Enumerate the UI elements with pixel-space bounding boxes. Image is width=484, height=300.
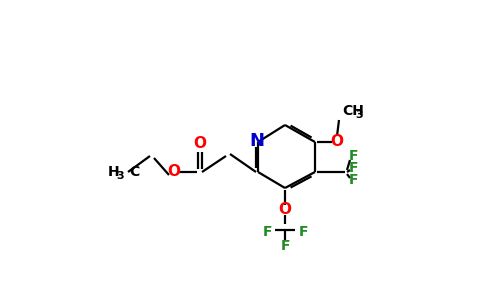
Text: F: F — [280, 239, 290, 253]
Text: CH: CH — [342, 104, 364, 118]
Text: F: F — [298, 225, 308, 239]
Text: O: O — [167, 164, 181, 179]
Text: F: F — [262, 225, 272, 239]
Text: C: C — [129, 165, 139, 179]
Text: 3: 3 — [355, 110, 363, 120]
Text: 3: 3 — [116, 171, 124, 181]
Text: F: F — [348, 173, 358, 187]
Text: N: N — [249, 132, 264, 150]
Text: O: O — [331, 134, 344, 149]
Text: H: H — [107, 165, 119, 179]
Text: O: O — [278, 202, 291, 217]
Text: F: F — [348, 161, 358, 175]
Text: O: O — [194, 136, 207, 151]
Text: F: F — [348, 149, 358, 163]
